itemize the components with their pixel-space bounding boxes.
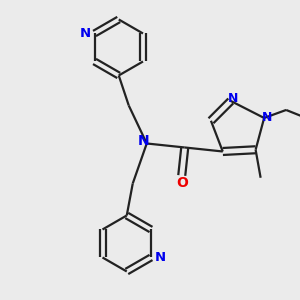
Text: N: N: [138, 134, 150, 148]
Text: O: O: [176, 176, 188, 190]
Text: N: N: [262, 112, 272, 124]
Text: N: N: [228, 92, 238, 106]
Text: N: N: [80, 27, 91, 40]
Text: N: N: [155, 251, 166, 264]
